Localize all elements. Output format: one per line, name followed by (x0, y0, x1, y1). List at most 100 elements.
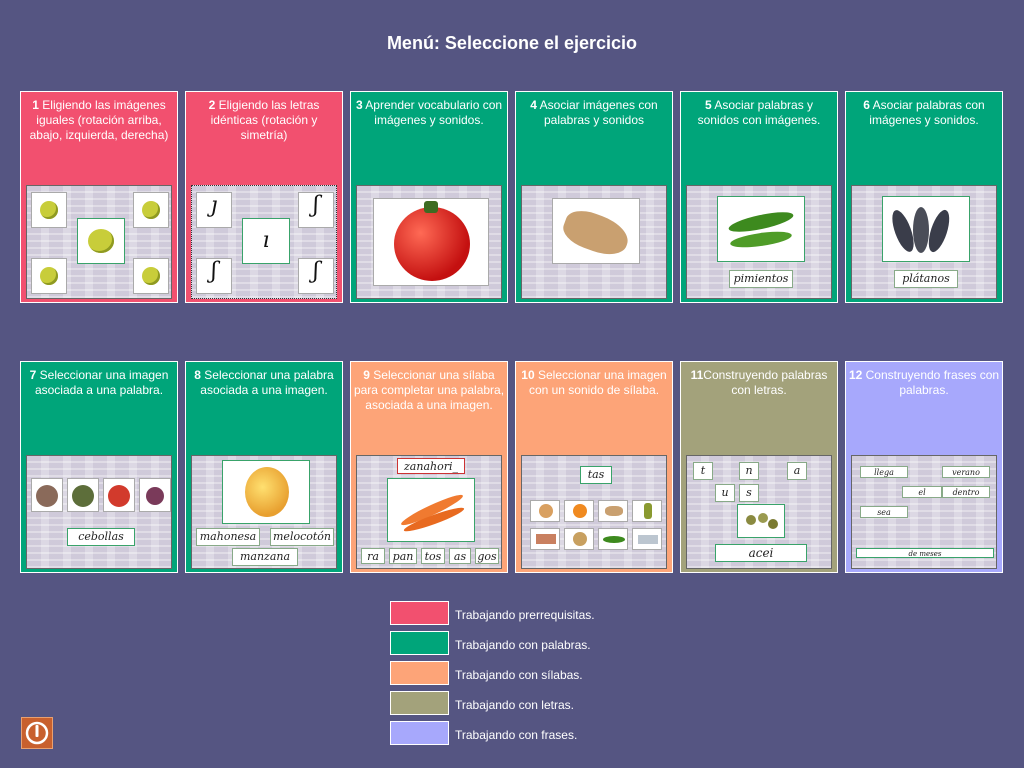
carrot-image (387, 478, 475, 542)
word-card: zanahori_ (397, 458, 465, 474)
word-card: acei (715, 544, 807, 562)
food-image (530, 500, 560, 522)
exercise-label: 7 Seleccionar una imagen asociada a una … (29, 368, 169, 397)
word-card: dentro (942, 486, 990, 498)
exercise-label: 12 Construyendo frases con palabras. (848, 368, 1000, 397)
syllable-card: as (449, 548, 471, 564)
food-image (530, 528, 560, 550)
onion-image (67, 478, 99, 512)
food-image (632, 500, 662, 522)
page-title: Menú: Seleccione el ejercicio (386, 33, 638, 53)
onion-image (31, 478, 63, 512)
exercise-thumbnail (26, 185, 172, 299)
exercise-thumbnail: zanahori_ ra pan tos as gos (356, 455, 502, 569)
exercise-card-5[interactable]: 5 Asociar palabras y sonidos con imágene… (680, 91, 838, 303)
exercise-card-9[interactable]: 9 Seleccionar una sílaba para completar … (350, 361, 508, 573)
legend-swatch-prerrequisitas (390, 601, 449, 625)
word-card: llega (860, 466, 908, 478)
exercise-label: 9 Seleccionar una sílaba para completar … (353, 368, 505, 412)
legend-label: Trabajando con palabras. (455, 638, 591, 652)
exercise-thumbnail (521, 185, 667, 299)
onion-image (139, 478, 171, 512)
letter-card: u (715, 484, 735, 502)
legend-swatch-silabas (390, 661, 449, 685)
exercise-card-3[interactable]: 3 Aprender vocabulario con imágenes y so… (350, 91, 508, 303)
word-card: sea (860, 506, 908, 518)
letter-card: ʃ (298, 192, 334, 228)
word-card: manzana (232, 548, 298, 566)
exercise-card-11[interactable]: 11Construyendo palabras con letras. t n … (680, 361, 838, 573)
legend-label: Trabajando prerrequisitas. (455, 608, 595, 622)
letter-card: ı (242, 218, 290, 264)
grapes-image (133, 258, 169, 294)
letter-card: ȷ (196, 192, 232, 228)
food-image (564, 500, 594, 522)
syllable-card: pan (389, 548, 417, 564)
exercise-card-10[interactable]: 10 Seleccionar una imagen con un sonido … (515, 361, 673, 573)
olives-image (737, 504, 785, 538)
food-image (598, 500, 628, 522)
exercise-card-6[interactable]: 6 Asociar palabras con imágenes y sonido… (845, 91, 1003, 303)
watermelon-image (103, 478, 135, 512)
exercise-thumbnail: llega verano el dentro sea de meses (851, 455, 997, 569)
exit-button[interactable] (21, 717, 53, 749)
peach-image (222, 460, 310, 524)
exercise-card-2[interactable]: 2 Eligiendo las letras idénticas (rotaci… (185, 91, 343, 303)
exercise-label: 5 Asociar palabras y sonidos con imágene… (697, 98, 821, 127)
letter-card: ʃ (298, 258, 334, 294)
letter-card: a (787, 462, 807, 480)
legend-label: Trabajando con frases. (455, 728, 578, 742)
legend-swatch-letras (390, 691, 449, 715)
word-card: cebollas (67, 528, 135, 546)
grapes-image (31, 192, 67, 228)
exercise-card-8[interactable]: 8 Seleccionar una palabra asociada a una… (185, 361, 343, 573)
exercise-label: 4 Asociar imágenes con palabras y sonido… (530, 98, 658, 127)
bread-image (552, 198, 640, 264)
word-card: pimientos (729, 270, 793, 288)
exercise-thumbnail: t n a u s acei (686, 455, 832, 569)
exercise-label: 1 Eligiendo las imágenes iguales (rotaci… (29, 98, 169, 142)
exercise-label: 11Construyendo palabras con letras. (690, 368, 828, 397)
power-icon (25, 721, 49, 745)
legend-label: Trabajando con letras. (455, 698, 574, 712)
exercise-card-4[interactable]: 4 Asociar imágenes con palabras y sonido… (515, 91, 673, 303)
exercise-thumbnail: pimientos (686, 185, 832, 299)
bananas-image (882, 196, 970, 262)
exercise-card-1[interactable]: 1 Eligiendo las imágenes iguales (rotaci… (20, 91, 178, 303)
exercise-label: 10 Seleccionar una imagen con un sonido … (521, 368, 667, 397)
peppers-image (717, 196, 805, 262)
word-card: mahonesa (196, 528, 260, 546)
legend-label: Trabajando con sílabas. (455, 668, 583, 682)
tomato-image (373, 198, 489, 286)
letter-card: t (693, 462, 713, 480)
grapes-image (133, 192, 169, 228)
letter-card: s (739, 484, 759, 502)
exercise-thumbnail: mahonesa melocotón manzana (191, 455, 337, 569)
legend-swatch-frases (390, 721, 449, 745)
exercise-thumbnail (356, 185, 502, 299)
exercise-card-7[interactable]: 7 Seleccionar una imagen asociada a una … (20, 361, 178, 573)
syllable-card: tas (580, 466, 612, 484)
exercise-label: 6 Asociar palabras con imágenes y sonido… (863, 98, 985, 127)
exercise-thumbnail: cebollas (26, 455, 172, 569)
word-card: el (902, 486, 942, 498)
food-image (632, 528, 662, 550)
exercise-label: 3 Aprender vocabulario con imágenes y so… (355, 98, 503, 127)
legend-swatch-palabras (390, 631, 449, 655)
exercise-thumbnail: ȷ ı ʃ ʃ ʃ (191, 185, 337, 299)
syllable-card: tos (421, 548, 445, 564)
exercise-thumbnail: plátanos (851, 185, 997, 299)
letter-card: n (739, 462, 759, 480)
word-card: plátanos (894, 270, 958, 288)
exercise-thumbnail: tas (521, 455, 667, 569)
exercise-label: 8 Seleccionar una palabra asociada a una… (194, 368, 334, 397)
exercise-card-12[interactable]: 12 Construyendo frases con palabras. lle… (845, 361, 1003, 573)
phrase-line: de meses (856, 548, 994, 558)
food-image (598, 528, 628, 550)
syllable-card: ra (361, 548, 385, 564)
grapes-image (77, 218, 125, 264)
food-image (564, 528, 594, 550)
word-card: verano (942, 466, 990, 478)
grapes-image (31, 258, 67, 294)
exercise-label: 2 Eligiendo las letras idénticas (rotaci… (208, 98, 320, 142)
